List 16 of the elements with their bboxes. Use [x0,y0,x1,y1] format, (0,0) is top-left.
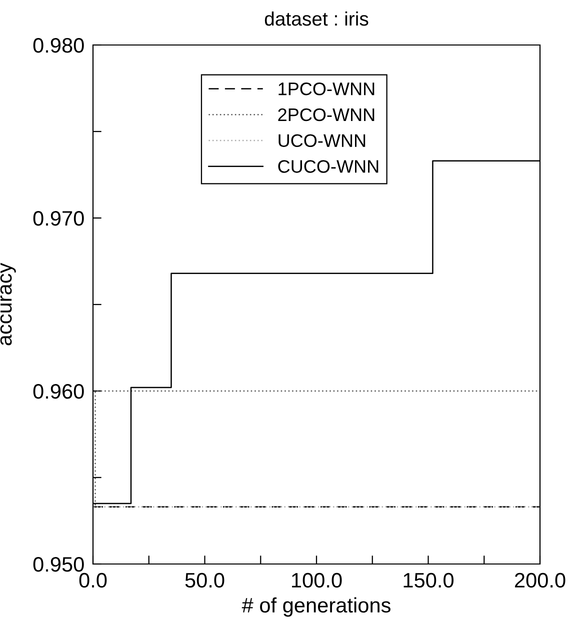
x-tick-label: 200.0 [514,572,566,588]
x-tick-label: 50.0 [185,572,224,588]
legend-label: UCO-WNN [278,134,366,147]
y-tick-label: 0.960 [33,384,84,399]
x-tick-label: 0.0 [79,572,107,588]
y-tick-label: 0.980 [33,38,84,53]
legend-label: CUCO-WNN [278,160,378,173]
y-tick-label: 0.950 [33,557,84,572]
legend-label: 2PCO-WNN [278,108,374,122]
x-tick-label: 100.0 [292,572,342,588]
x-tick-label: 150.0 [404,572,454,588]
chart-title: dataset : iris [264,11,368,26]
legend-label: 1PCO-WNN [278,82,374,96]
x-axis-title: # of generations [242,597,390,617]
y-axis-title: accuracy [0,262,16,346]
y-tick-label: 0.970 [33,211,84,226]
